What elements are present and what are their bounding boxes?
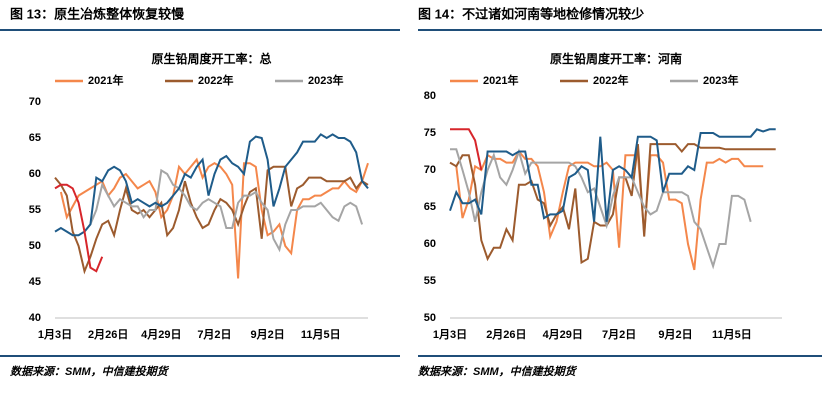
x-tick-label: 1月3日	[433, 328, 467, 341]
chart-title: 原生铅周度开工率：河南	[550, 51, 682, 66]
x-tick-label: 2月26日	[486, 328, 526, 341]
header-rule	[418, 29, 822, 31]
series-line	[449, 128, 776, 222]
figure-title: 图 13：原生冶炼整体恢复较慢	[10, 6, 185, 21]
y-tick-label: 55	[424, 275, 436, 287]
series-line	[59, 157, 369, 279]
footer-rule	[418, 355, 822, 357]
series-line	[450, 148, 752, 270]
y-tick-label: 65	[29, 132, 41, 144]
y-tick-label: 45	[29, 276, 41, 288]
series-line	[54, 165, 369, 275]
y-tick-label: 65	[424, 201, 436, 213]
x-tick-label: 1月3日	[38, 328, 72, 341]
x-tick-label: 9月2日	[658, 328, 692, 341]
series-line	[83, 168, 364, 253]
y-tick-label: 60	[424, 238, 436, 250]
source-note: 数据来源：SMM，中信建投期货	[418, 365, 578, 378]
chart-title: 原生铅周度开工率：总	[151, 51, 271, 66]
y-tick-label: 55	[29, 204, 41, 216]
legend-label: 2021年	[483, 73, 518, 87]
x-tick-label: 11月5日	[712, 328, 752, 341]
series-line	[54, 183, 104, 273]
y-tick-label: 70	[29, 96, 41, 108]
footer-rule	[0, 355, 400, 357]
source-note: 数据来源：SMM，中信建投期货	[10, 365, 170, 378]
legend-label: 2022年	[198, 73, 233, 87]
y-tick-label: 50	[424, 312, 436, 324]
series-line	[455, 149, 764, 271]
y-tick-label: 80	[424, 90, 436, 102]
x-tick-label: 2月26日	[88, 328, 128, 341]
x-tick-label: 7月2日	[197, 328, 231, 341]
legend-label: 2022年	[593, 73, 628, 87]
legend-label: 2023年	[308, 73, 343, 87]
y-tick-label: 40	[29, 312, 41, 324]
series-line	[450, 128, 483, 171]
x-tick-label: 7月2日	[602, 328, 636, 341]
legend-label: 2021年	[88, 73, 123, 87]
series-line	[449, 143, 776, 265]
x-tick-label: 4月29日	[543, 328, 583, 341]
legend-label: 2023年	[703, 73, 738, 87]
x-tick-label: 9月2日	[250, 328, 284, 341]
y-tick-label: 50	[29, 240, 41, 252]
header-rule	[0, 29, 400, 31]
figure-title: 图 14：不过诸如河南等地检修情况较少	[418, 6, 644, 21]
x-tick-label: 4月29日	[141, 328, 181, 341]
series-line	[54, 133, 369, 237]
x-tick-label: 11月5日	[301, 328, 341, 341]
y-tick-label: 75	[424, 127, 436, 139]
y-tick-label: 70	[424, 164, 436, 176]
y-tick-label: 60	[29, 168, 41, 180]
